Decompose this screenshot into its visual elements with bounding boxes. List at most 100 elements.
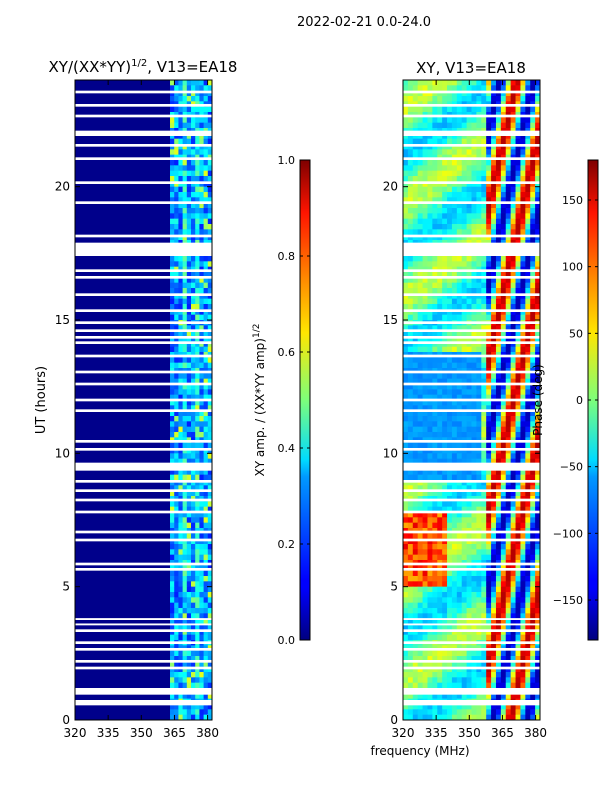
- left-heatmap-cell: [203, 213, 209, 220]
- right-heatmap-cell: [491, 512, 497, 518]
- right-heatmap-cell: [505, 261, 512, 268]
- right-heatmap-cell: [515, 176, 521, 182]
- right-heatmap-cell: [422, 309, 428, 316]
- right-x-ticks: 320 335 350 365 380: [392, 80, 547, 740]
- right-heatmap-cell: [451, 389, 458, 396]
- right-heatmap-cell: [510, 138, 517, 145]
- right-heatmap-cell: [510, 373, 517, 380]
- right-heatmap-cell: [461, 218, 468, 225]
- right-heatmap-cell: [471, 400, 477, 406]
- right-heatmap-cell: [510, 202, 517, 209]
- right-heatmap-cell: [432, 421, 438, 428]
- right-heatmap-cell: [466, 490, 472, 497]
- left-heatmap-cell: [186, 485, 192, 492]
- left-heatmap-cell: [207, 586, 212, 593]
- right-heatmap-cell: [417, 336, 424, 342]
- right-heatmap-cell: [451, 192, 458, 198]
- right-heatmap-cell: [491, 304, 497, 310]
- left-colorbar-tick-label: 1.0: [278, 154, 296, 167]
- right-heatmap-cell: [471, 602, 477, 609]
- right-heatmap-cell: [466, 336, 472, 342]
- right-heatmap-cell: [471, 362, 477, 369]
- right-heatmap-cell: [432, 501, 438, 508]
- right-heatmap-cell: [451, 224, 458, 230]
- right-heatmap-cell: [476, 448, 482, 454]
- right-heatmap-cell: [525, 432, 531, 438]
- right-heatmap-cell: [500, 298, 507, 305]
- right-heatmap-cell: [447, 416, 453, 422]
- right-heatmap-cell: [525, 693, 531, 700]
- right-heatmap-cell: [510, 389, 517, 396]
- right-heatmap-cell: [525, 144, 531, 150]
- left-heatmap-cell: [191, 597, 196, 604]
- right-heatmap-cell: [495, 208, 502, 214]
- right-heatmap-cell: [500, 490, 507, 497]
- left-heatmap-cell: [170, 90, 175, 97]
- right-heatmap-cell: [535, 181, 540, 188]
- left-heatmap-cell: [174, 160, 179, 166]
- right-heatmap-cell: [486, 186, 492, 193]
- right-heatmap-cell: [495, 629, 502, 636]
- right-heatmap-cell: [471, 512, 477, 518]
- left-heatmap-cell: [207, 421, 212, 428]
- right-heatmap-cell: [422, 373, 428, 380]
- right-heatmap-cell: [535, 581, 540, 588]
- right-heatmap-cell: [495, 389, 502, 396]
- right-heatmap-cell: [476, 309, 482, 316]
- left-flagged-row: [75, 498, 212, 502]
- right-heatmap-cell: [471, 410, 477, 417]
- left-heatmap-cell: [191, 656, 196, 662]
- right-heatmap-cell: [437, 506, 443, 513]
- left-heatmap-cell: [199, 170, 205, 177]
- right-heatmap-cell: [442, 592, 448, 598]
- left-heatmap-cell: [174, 298, 179, 305]
- left-heatmap-cell: [186, 592, 192, 598]
- right-heatmap-cell: [456, 522, 463, 529]
- right-heatmap-cell: [515, 389, 521, 396]
- right-heatmap-cell: [476, 597, 482, 604]
- right-heatmap-cell: [447, 224, 453, 230]
- right-heatmap-cell: [481, 613, 487, 620]
- left-heatmap-cell: [170, 202, 175, 209]
- right-heatmap-cell: [447, 176, 453, 182]
- right-heatmap-cell: [407, 309, 414, 316]
- left-heatmap-cell: [195, 682, 200, 689]
- right-heatmap-cell: [500, 192, 507, 198]
- right-heatmap-cell: [530, 192, 536, 198]
- right-heatmap-cell: [403, 224, 409, 230]
- right-heatmap-cell: [515, 480, 521, 486]
- left-heatmap-cell: [207, 458, 212, 465]
- right-heatmap-cell: [481, 117, 487, 124]
- right-heatmap-cell: [442, 709, 448, 716]
- left-heatmap-cell: [182, 293, 188, 300]
- right-heatmap-cell: [520, 656, 526, 662]
- right-heatmap-cell: [471, 576, 477, 582]
- right-heatmap-cell: [486, 234, 492, 241]
- left-heatmap-cell: [174, 133, 179, 140]
- left-heatmap-cell: [203, 186, 209, 193]
- left-heatmap-cell: [203, 378, 209, 385]
- right-heatmap-cell: [535, 304, 540, 310]
- right-heatmap-cell: [505, 661, 512, 668]
- right-heatmap-cell: [412, 618, 419, 625]
- right-heatmap-cell: [403, 597, 409, 604]
- right-heatmap-cell: [427, 538, 433, 545]
- left-heatmap-cell: [203, 208, 209, 214]
- left-heatmap-cell: [170, 357, 175, 364]
- left-heatmap-cell: [191, 570, 196, 577]
- right-heatmap-cell: [505, 586, 512, 593]
- left-heatmap-cell: [186, 229, 192, 236]
- left-heatmap-cell: [186, 517, 192, 524]
- right-heatmap-cell: [535, 186, 540, 193]
- left-heatmap-cell: [203, 480, 209, 486]
- right-heatmap-cell: [442, 186, 448, 193]
- right-heatmap-cell: [427, 704, 433, 710]
- right-heatmap-cell: [476, 629, 482, 636]
- right-heatmap-cell: [481, 650, 487, 657]
- left-heatmap-cell: [182, 261, 188, 268]
- left-heatmap-cell: [199, 186, 205, 193]
- right-heatmap-cell: [510, 570, 517, 577]
- right-heatmap-cell: [525, 90, 531, 97]
- right-heatmap-cell: [491, 144, 497, 150]
- right-heatmap-cell: [422, 234, 428, 241]
